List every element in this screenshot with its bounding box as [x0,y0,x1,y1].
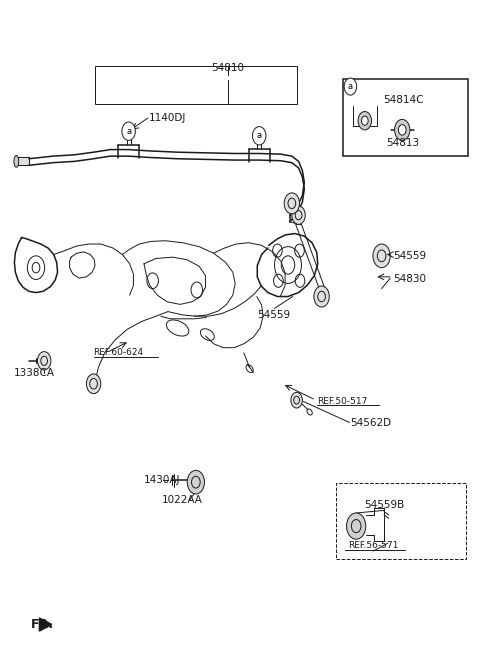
Text: FR.: FR. [31,618,54,631]
Text: 1140DJ: 1140DJ [149,113,186,123]
Text: 54562D: 54562D [350,418,392,428]
Bar [343,79,468,156]
Bar [336,483,466,559]
Text: 54830: 54830 [394,274,427,284]
Text: 54559B: 54559B [364,500,404,510]
Text: 54813: 54813 [386,138,420,148]
Text: 1430AJ: 1430AJ [144,475,180,485]
Circle shape [314,286,329,307]
Circle shape [373,244,390,268]
Circle shape [284,193,300,214]
Text: 1022AA: 1022AA [162,495,203,505]
Polygon shape [16,157,29,165]
Text: 54810: 54810 [212,64,244,73]
Circle shape [187,470,204,494]
Circle shape [347,513,366,539]
Circle shape [86,374,101,394]
Bar [95,66,297,104]
Text: REF.60-624: REF.60-624 [94,348,144,358]
Text: REF.56-571: REF.56-571 [348,541,398,550]
Circle shape [358,112,372,130]
Text: 54814C: 54814C [383,94,423,105]
Text: a: a [348,82,353,91]
Circle shape [398,125,406,135]
Text: 1338CA: 1338CA [14,367,55,378]
Text: a: a [257,131,262,140]
Text: 54559: 54559 [394,251,427,261]
Circle shape [37,352,51,370]
Circle shape [252,127,266,145]
Circle shape [122,122,135,140]
Text: a: a [126,127,131,136]
Circle shape [344,78,357,95]
Text: REF.50-517: REF.50-517 [317,397,367,406]
Text: 54559: 54559 [257,310,290,319]
Circle shape [291,392,302,408]
Circle shape [292,206,305,224]
Polygon shape [39,618,52,631]
Circle shape [361,116,368,125]
Ellipse shape [14,155,19,167]
Circle shape [395,119,410,140]
